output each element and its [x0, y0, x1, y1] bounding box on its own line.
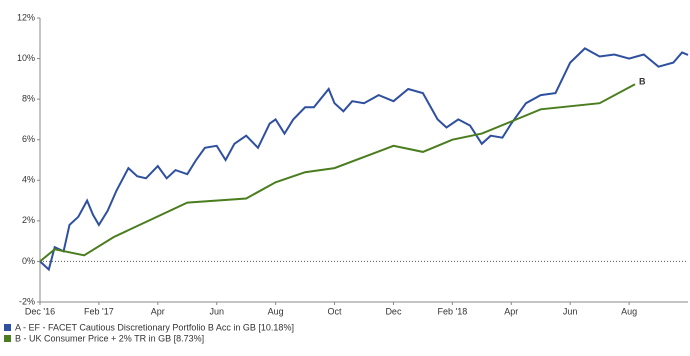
x-tick-label: Apr: [151, 306, 165, 316]
legend-swatch: [4, 324, 11, 331]
x-tick-label: Feb '18: [437, 306, 467, 316]
x-tick-label: Jun: [563, 306, 578, 316]
y-tick-label: 2%: [22, 215, 35, 225]
x-tick-label: Feb '17: [84, 306, 114, 316]
series-line: [39, 83, 636, 263]
y-tick-label: 8%: [22, 94, 35, 104]
y-tick-label: 10%: [17, 53, 35, 63]
legend-label: A - EF - FACET Cautious Discretionary Po…: [15, 322, 294, 332]
x-tick-label: Aug: [268, 306, 284, 316]
legend-label: B - UK Consumer Price + 2% TR in GB [8.7…: [15, 333, 204, 343]
y-tick-label: -2%: [19, 296, 35, 306]
y-tick-label: 12%: [17, 12, 35, 22]
legend-swatch: [4, 335, 11, 342]
x-tick-label: Oct: [328, 306, 343, 316]
y-tick-label: 6%: [22, 134, 35, 144]
x-tick-label: Aug: [621, 306, 637, 316]
series-line: [39, 47, 689, 272]
x-tick-label: Dec '16: [25, 306, 55, 316]
series-end-label: B: [639, 77, 646, 87]
y-tick-label: 4%: [22, 175, 35, 185]
x-tick-label: Dec: [385, 306, 402, 316]
x-tick-label: Jun: [209, 306, 224, 316]
y-tick-label: 0%: [22, 256, 35, 266]
x-tick-label: Apr: [504, 306, 518, 316]
